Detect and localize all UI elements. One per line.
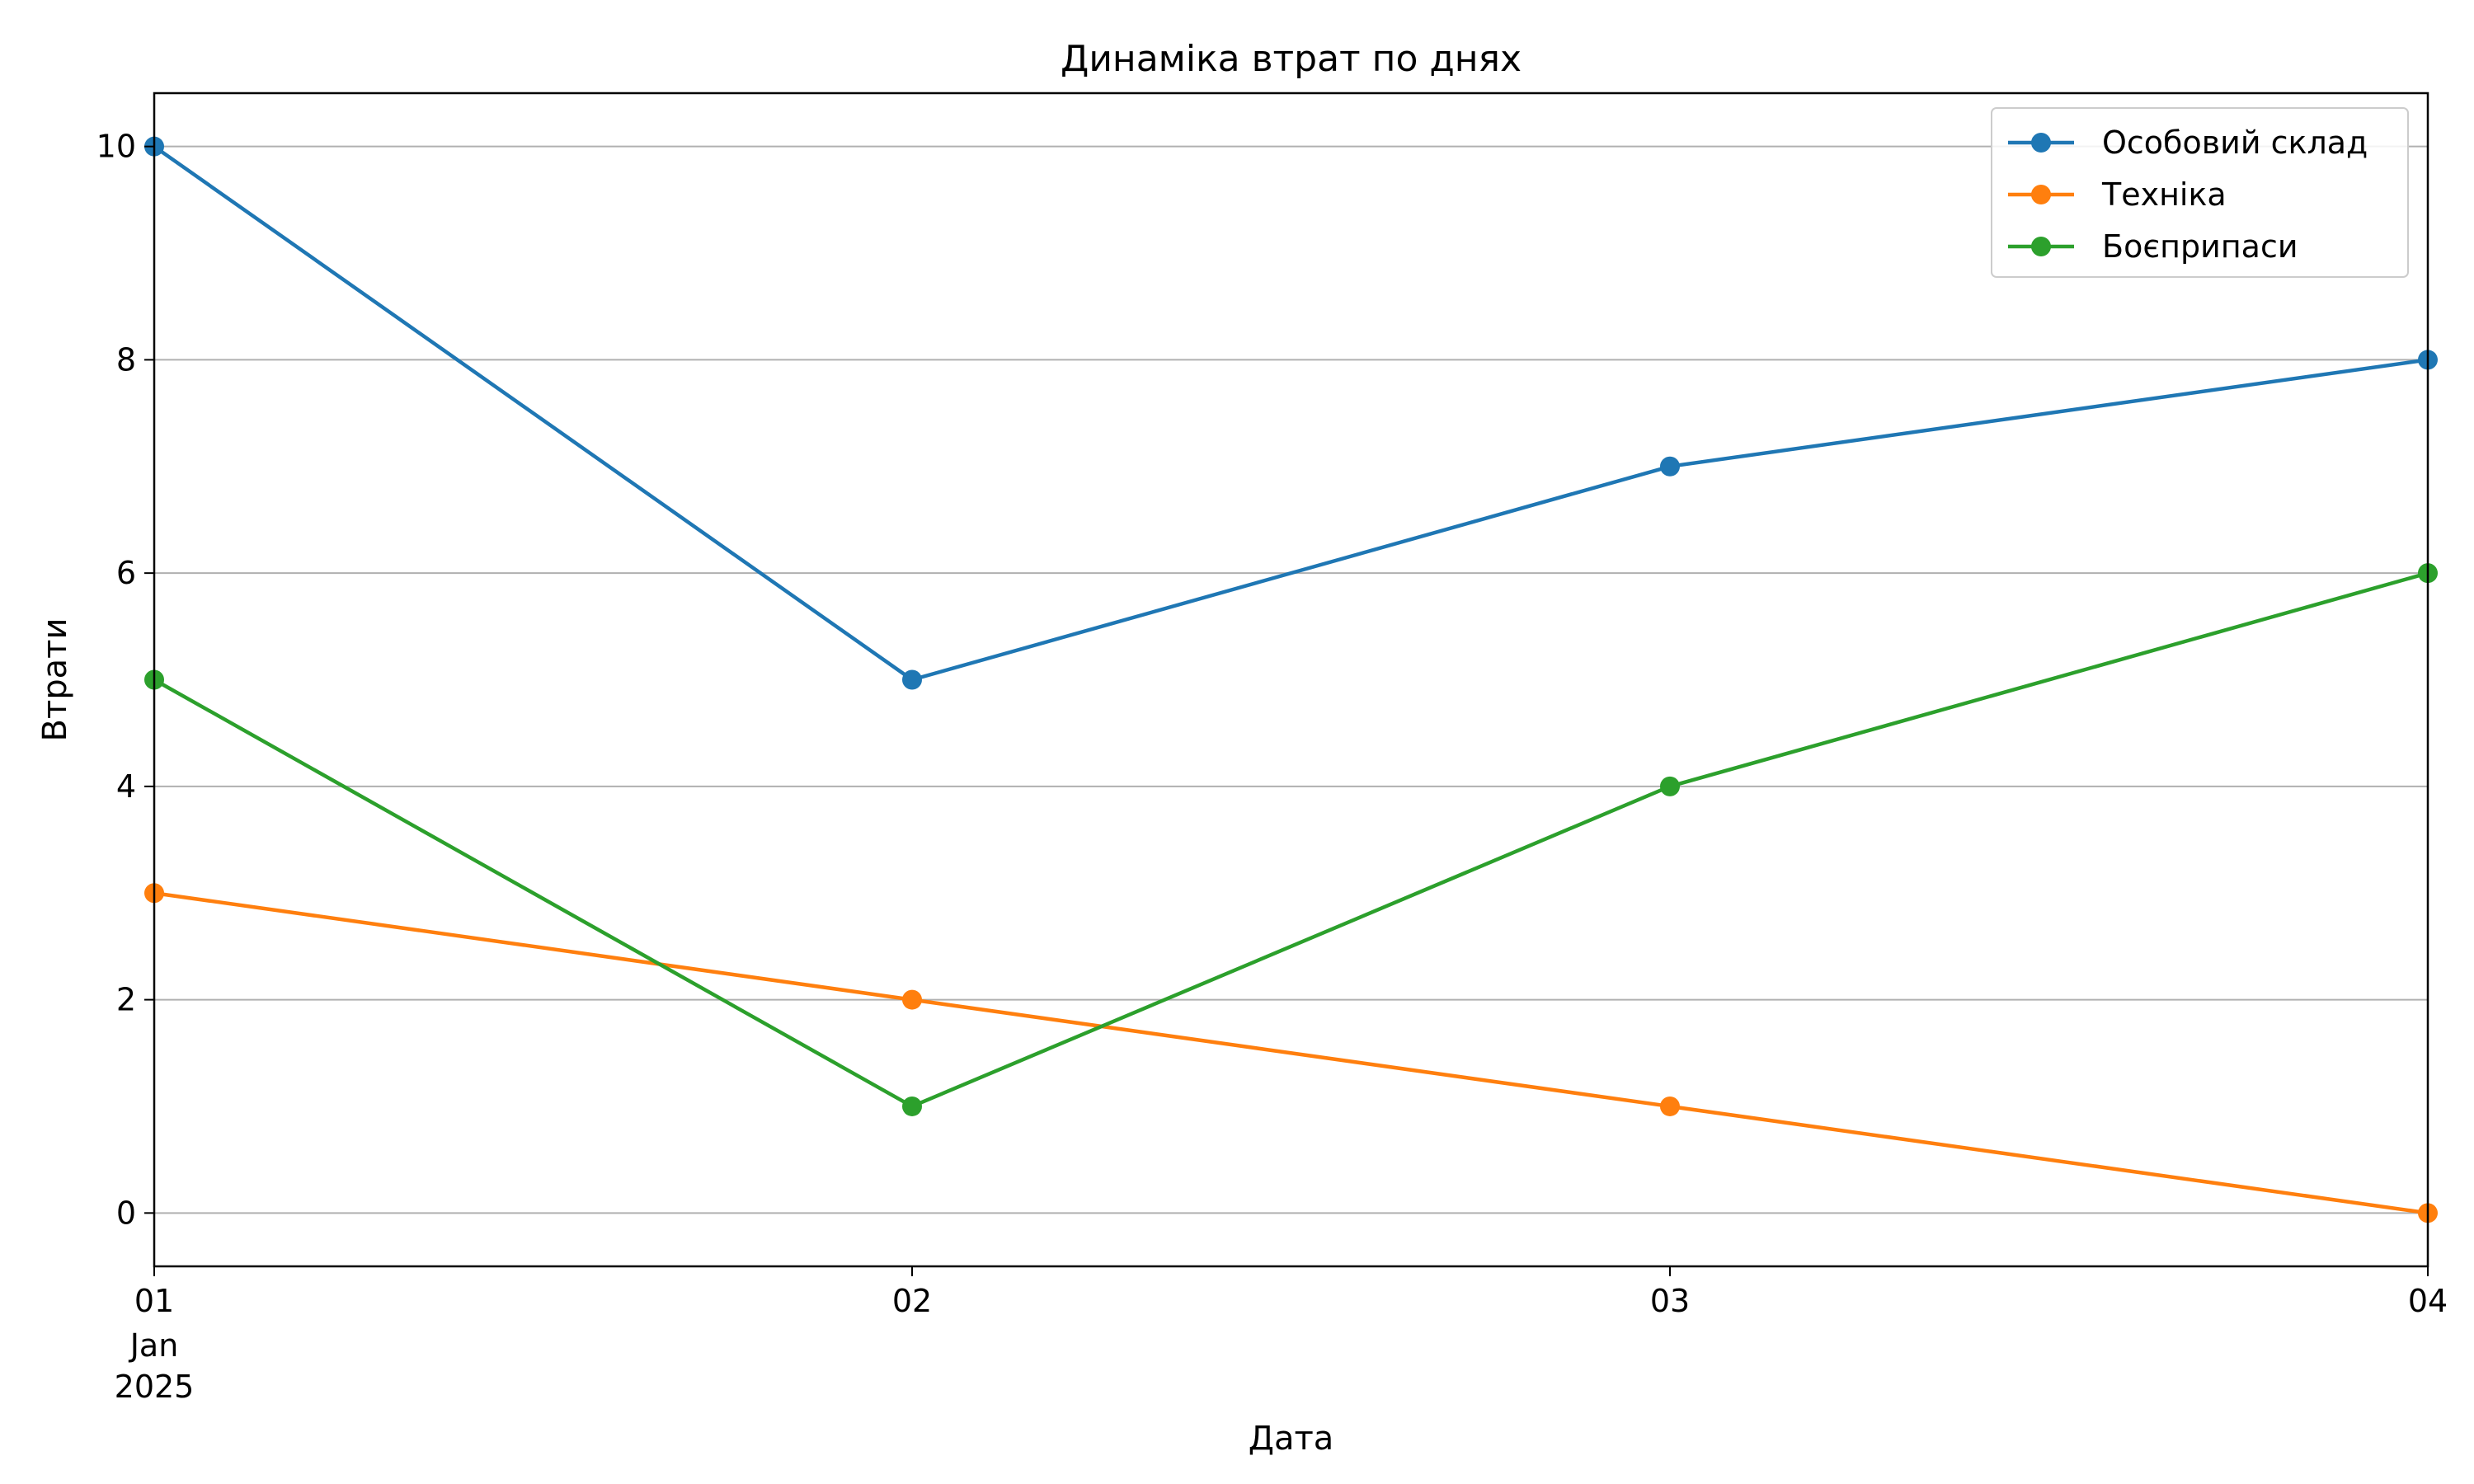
chart-title: Динаміка втрат по днях xyxy=(1061,38,1522,80)
x-tick-label: 02 xyxy=(892,1283,932,1319)
x-tick-label: 04 xyxy=(2408,1283,2448,1319)
legend-item: Техніка xyxy=(2008,176,2227,213)
data-point xyxy=(1660,776,1680,796)
y-tick-label: 8 xyxy=(116,341,136,378)
legend-marker xyxy=(2031,133,2051,153)
y-tick-label: 6 xyxy=(116,555,136,591)
legend-marker xyxy=(2031,185,2051,204)
series-line xyxy=(153,144,2429,682)
data-point xyxy=(1660,456,1680,477)
x-tick-label: 01 xyxy=(134,1283,174,1319)
series-line xyxy=(153,571,2429,1109)
y-tick-label: 4 xyxy=(116,768,136,805)
data-point xyxy=(902,669,922,690)
y-tick-label: 2 xyxy=(116,982,136,1018)
x-axis-label: Дата xyxy=(1249,1420,1334,1458)
legend-box xyxy=(1991,107,2409,278)
legend-label: Боєприпаси xyxy=(2102,228,2298,265)
data-point xyxy=(902,1096,922,1116)
data-point xyxy=(902,989,922,1010)
legend: Особовий склад Техніка Боєприпаси xyxy=(1991,107,2409,278)
y-axis-label: Втрати xyxy=(36,618,74,742)
y-tick-label: 0 xyxy=(116,1195,136,1231)
x-tick-sublabel: Jan xyxy=(129,1327,179,1364)
legend-item: Боєприпаси xyxy=(2008,228,2298,265)
legend-item: Особовий склад xyxy=(2008,124,2368,161)
x-tick-sublabel: 2025 xyxy=(115,1369,195,1405)
series-line xyxy=(153,890,2429,1215)
legend-marker xyxy=(2031,237,2051,256)
x-tick-label: 03 xyxy=(1650,1283,1690,1319)
legend-label: Техніка xyxy=(2101,176,2227,213)
data-point xyxy=(1660,1096,1680,1116)
plot-frame xyxy=(153,92,2429,1268)
y-tick-label: 10 xyxy=(96,129,136,165)
legend-label: Особовий склад xyxy=(2102,124,2368,161)
